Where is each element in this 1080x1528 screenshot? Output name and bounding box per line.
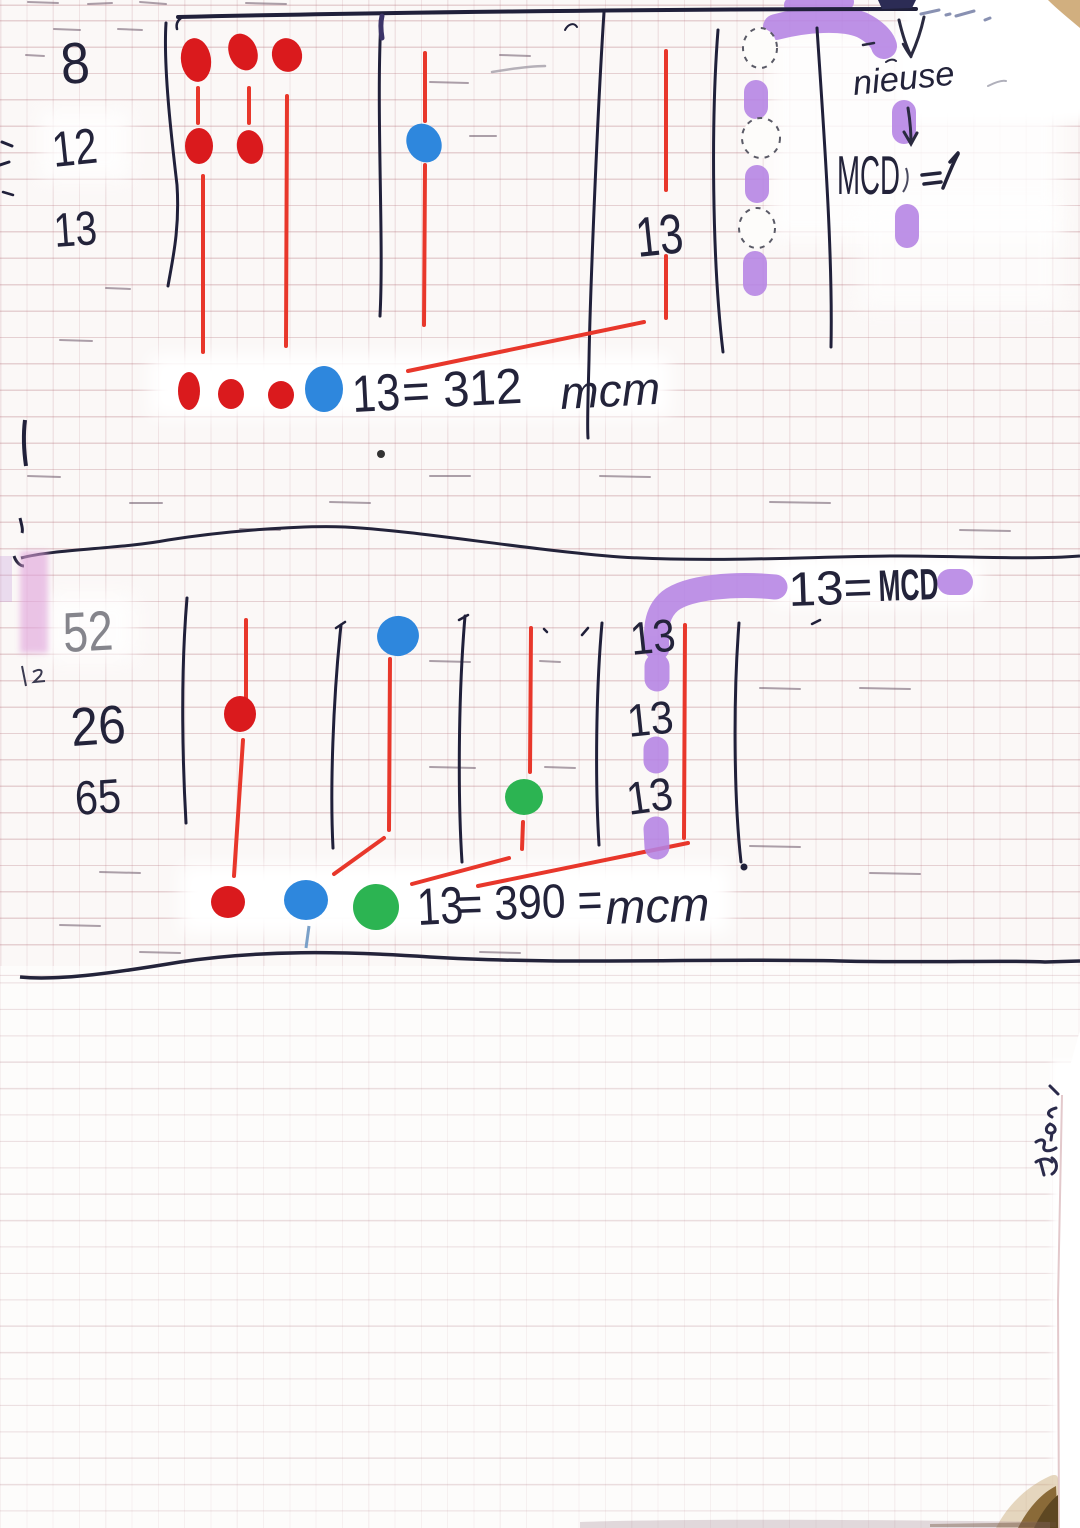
svg-text:= 390 =: = 390 = (457, 874, 604, 932)
svg-text:mcm: mcm (605, 878, 711, 935)
svg-text:52: 52 (61, 598, 114, 664)
svg-text:13: 13 (623, 767, 676, 825)
svg-text:mcm: mcm (559, 362, 662, 419)
svg-text:13: 13 (633, 201, 686, 269)
svg-text:13: 13 (351, 364, 402, 424)
svg-text:= 312: = 312 (401, 358, 524, 420)
svg-text:13: 13 (52, 202, 99, 258)
svg-text:26: 26 (69, 694, 128, 758)
svg-text:nieuse: nieuse (851, 55, 956, 103)
svg-text:13: 13 (416, 877, 465, 937)
svg-text:13=: 13= (788, 561, 874, 617)
svg-text:8: 8 (58, 30, 91, 97)
svg-text:MCD: MCD (878, 560, 940, 611)
svg-text:12: 12 (49, 118, 100, 178)
svg-text:13: 13 (628, 609, 678, 665)
svg-text:65: 65 (73, 770, 123, 826)
svg-text:MCD: MCD (837, 144, 900, 206)
svg-text:13: 13 (625, 690, 676, 747)
